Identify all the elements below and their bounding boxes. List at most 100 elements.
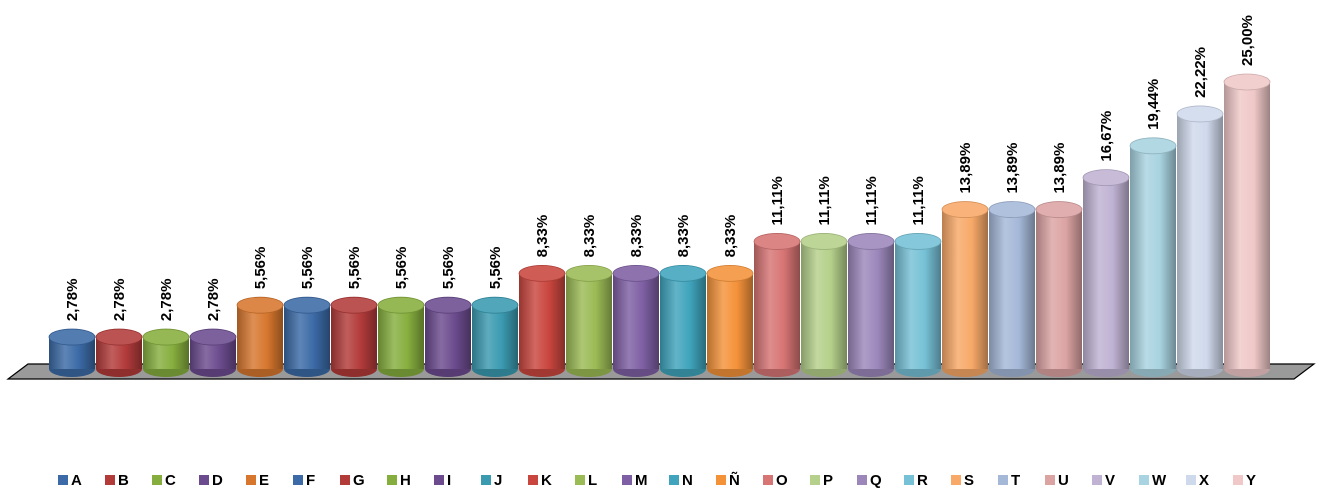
bar-body (989, 209, 1035, 369)
legend-item-C[interactable]: C (152, 472, 176, 489)
legend-label: R (917, 472, 928, 489)
legend-item-H[interactable]: H (387, 472, 411, 489)
bar-body (613, 273, 659, 369)
legend-item-T[interactable]: T (998, 472, 1020, 489)
bar-top (988, 201, 1036, 218)
legend-item-V[interactable]: V (1092, 472, 1115, 489)
value-label-D: 2,78% (205, 279, 222, 322)
bar-top (1223, 73, 1271, 91)
bar-top (283, 296, 331, 314)
bar-top (236, 296, 284, 314)
legend-swatch (904, 475, 914, 485)
legend-label: Q (870, 472, 882, 489)
legend-label: I (447, 472, 451, 489)
bar-V (1082, 169, 1130, 377)
bar-K (518, 264, 566, 377)
bar-C (142, 328, 190, 377)
legend-swatch (387, 475, 397, 485)
bar-M (612, 264, 660, 377)
bar-top (424, 296, 472, 314)
legend-item-Y[interactable]: Y (1233, 472, 1256, 489)
legend-item-S[interactable]: S (951, 472, 974, 489)
value-label-N: 8,33% (675, 215, 692, 258)
bar-Q (847, 233, 895, 377)
legend-item-I[interactable]: I (434, 472, 451, 489)
legend-item-J[interactable]: J (481, 472, 502, 489)
legend-item-W[interactable]: W (1139, 472, 1167, 489)
legend-item-F[interactable]: F (293, 472, 315, 489)
legend-item-K[interactable]: K (528, 472, 552, 489)
legend-swatch (998, 475, 1008, 485)
bar-I (424, 296, 472, 377)
legend-item-E[interactable]: E (246, 472, 269, 489)
value-label-Q: 11,11% (863, 176, 880, 225)
legend-item-Ñ[interactable]: Ñ (716, 471, 740, 489)
legend-item-A[interactable]: A (58, 472, 82, 489)
legend-swatch (199, 475, 209, 485)
legend-label: P (823, 472, 833, 489)
legend-label: Ñ (729, 471, 740, 489)
legend-item-P[interactable]: P (810, 472, 833, 489)
legend-item-M[interactable]: M (622, 472, 648, 489)
value-label-O: 11,11% (769, 176, 786, 225)
legend-item-O[interactable]: O (763, 472, 788, 489)
bar-body (284, 305, 330, 369)
bar-body (1036, 209, 1082, 369)
bar-top (1176, 105, 1224, 123)
legend-label: L (588, 472, 597, 489)
bar-top (894, 233, 942, 250)
legend-item-X[interactable]: X (1186, 472, 1209, 489)
legend-item-U[interactable]: U (1045, 472, 1069, 489)
bar-body (519, 273, 565, 369)
value-label-L: 8,33% (581, 215, 598, 258)
bar-J (471, 296, 519, 377)
value-label-W: 19,44% (1145, 79, 1162, 130)
legend-swatch (434, 475, 444, 485)
legend-label: C (165, 472, 176, 489)
value-label-H: 5,56% (393, 247, 410, 290)
legend-item-G[interactable]: G (340, 472, 365, 489)
legend-item-N[interactable]: N (669, 472, 693, 489)
legend-item-L[interactable]: L (575, 472, 597, 489)
bar-top (142, 328, 190, 346)
bar-top (565, 264, 613, 282)
legend-swatch (105, 475, 115, 485)
value-label-P: 11,11% (816, 176, 833, 225)
legend-item-Q[interactable]: Q (857, 472, 882, 489)
bar-body (331, 305, 377, 369)
bar-body (425, 305, 471, 369)
bar-top (189, 328, 237, 346)
legend-label: T (1011, 472, 1020, 489)
bar-top (48, 328, 96, 346)
value-label-Ñ: 8,33% (722, 215, 739, 258)
legend-item-D[interactable]: D (199, 472, 223, 489)
bar-body (848, 241, 894, 369)
value-label-E: 5,56% (252, 247, 269, 290)
legend-swatch (528, 475, 538, 485)
legend-label: X (1199, 472, 1209, 489)
bar-F (283, 296, 331, 377)
legend-label: E (259, 472, 269, 489)
legend-swatch (1045, 475, 1055, 485)
legend-label: D (212, 472, 223, 489)
value-label-R: 11,11% (910, 176, 927, 225)
legend-swatch (810, 475, 820, 485)
bar-top (471, 296, 519, 314)
legend-swatch (246, 475, 256, 485)
bar-Ñ (706, 264, 754, 377)
legend-item-B[interactable]: B (105, 472, 129, 489)
bar-R (894, 233, 942, 377)
value-label-X: 22,22% (1192, 47, 1209, 98)
bar-top (800, 233, 848, 250)
bar-top (518, 264, 566, 282)
legend-label: G (353, 472, 365, 489)
legend-label: S (964, 472, 974, 489)
legend-swatch (716, 475, 726, 485)
bar-body (1224, 82, 1270, 369)
legend-swatch (1092, 475, 1102, 485)
legend-item-R[interactable]: R (904, 472, 928, 489)
value-label-B: 2,78% (111, 279, 128, 322)
bar-body (1083, 177, 1129, 369)
